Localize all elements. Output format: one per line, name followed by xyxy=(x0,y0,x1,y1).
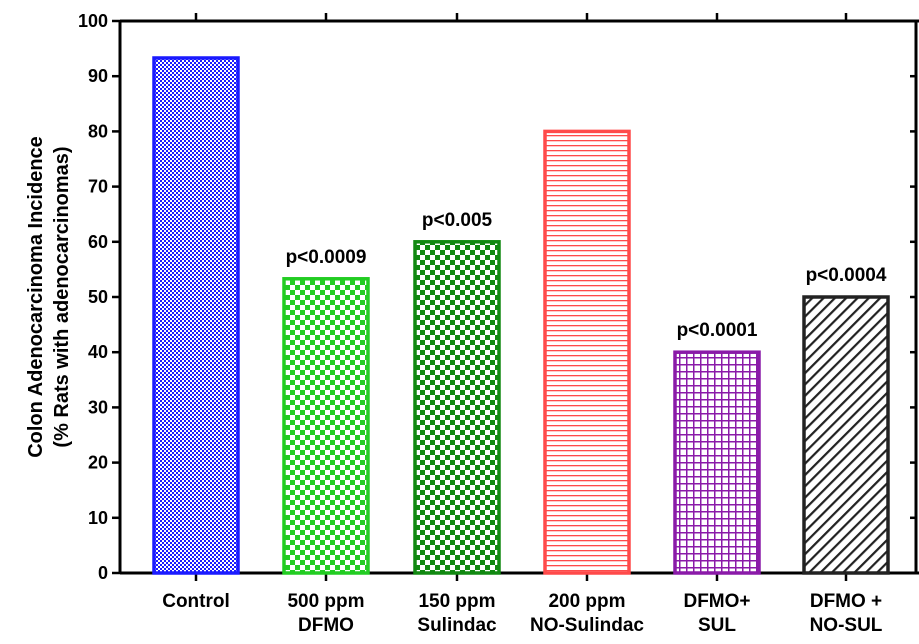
bar xyxy=(543,129,631,575)
y-tick-label: 40 xyxy=(88,342,108,362)
x-category-label: Control xyxy=(162,591,230,612)
axes xyxy=(112,13,919,581)
y-tick-label: 100 xyxy=(78,11,108,31)
x-category-label: SUL xyxy=(698,615,736,636)
x-category-label: NO-SUL xyxy=(810,615,883,636)
x-category-label: 200 ppm xyxy=(548,591,625,612)
y-tick-label: 10 xyxy=(88,508,108,528)
y-tick-label: 60 xyxy=(88,232,108,252)
bar xyxy=(282,277,370,575)
p-value-label: p<0.005 xyxy=(422,210,493,231)
p-value-label: p<0.0004 xyxy=(806,265,887,286)
x-category-label: 500 ppm xyxy=(287,591,364,612)
x-category-label: DFMO xyxy=(298,615,354,636)
bars xyxy=(152,56,890,575)
y-tick-label: 50 xyxy=(88,287,108,307)
p-value-label: p<0.0001 xyxy=(677,320,758,341)
x-category-label: Sulindac xyxy=(417,615,497,636)
y-tick-label: 80 xyxy=(88,121,108,141)
y-axis-title: Colon Adenocarcinoma Incidence xyxy=(25,136,47,458)
bar xyxy=(802,295,890,575)
y-tick-label: 30 xyxy=(88,397,108,417)
y-tick-label: 90 xyxy=(88,66,108,86)
y-tick-label: 0 xyxy=(98,563,108,583)
x-category-label: 150 ppm xyxy=(418,591,495,612)
p-value-label: p<0.0009 xyxy=(286,247,367,268)
x-category-label: DFMO+ xyxy=(683,591,750,612)
y-axis-subtitle: (% Rats with adenocarcinomas) xyxy=(51,146,73,447)
y-tick-label: 70 xyxy=(88,177,108,197)
bar xyxy=(673,350,761,575)
x-category-label: DFMO + xyxy=(810,591,882,612)
text-layer: 0 10 20 30 40 50 60 70 80 90 100 Control p<0.0009 500… xyxy=(25,11,887,636)
x-category-label: NO-Sulindac xyxy=(530,615,644,636)
bar xyxy=(152,56,240,575)
y-tick-label: 20 xyxy=(88,453,108,473)
bar xyxy=(413,240,501,575)
